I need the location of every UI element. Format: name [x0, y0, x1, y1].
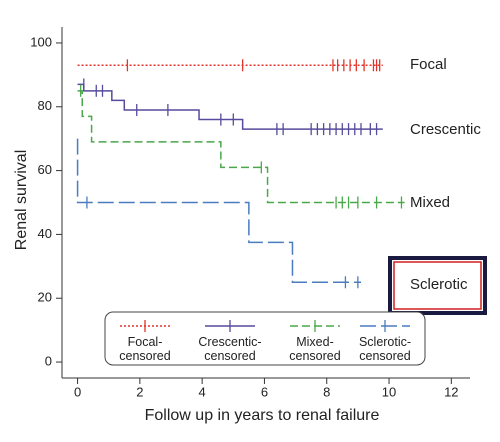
- survival-line: [76, 138, 361, 284]
- y-tick-label: 20: [38, 290, 52, 305]
- y-tick-label: 40: [38, 226, 52, 241]
- survival-line: [77, 90, 405, 204]
- legend-label: Focal-censored: [119, 335, 171, 363]
- legend-label: Mixed-censored: [289, 335, 341, 363]
- x-axis-label: Follow up in years to renal failure: [145, 407, 380, 424]
- y-tick-label: 0: [45, 353, 52, 368]
- survival-line: [77, 83, 383, 130]
- x-tick-label: 12: [444, 384, 458, 399]
- y-tick-label: 100: [30, 34, 52, 49]
- y-axis-label: Renal survival: [13, 150, 30, 250]
- x-tick-label: 2: [136, 384, 143, 399]
- x-tick-label: 0: [74, 384, 81, 399]
- series-label: Crescentic: [410, 121, 481, 138]
- series-label: Sclerotic: [410, 276, 468, 293]
- legend-label: Sclerotic-censored: [358, 335, 412, 363]
- x-tick-label: 10: [382, 384, 396, 399]
- legend-label: Crescentic-censored: [198, 335, 262, 363]
- series-label: Mixed: [410, 194, 450, 211]
- y-tick-label: 80: [38, 98, 52, 113]
- legend-box: [104, 311, 426, 366]
- y-tick-label: 60: [38, 162, 52, 177]
- x-tick-label: 4: [199, 384, 206, 399]
- highlight-box: [388, 256, 487, 315]
- x-tick-label: 6: [261, 384, 268, 399]
- highlight-box-inner: [393, 261, 482, 310]
- x-tick-label: 8: [323, 384, 330, 399]
- series-label: Focal: [410, 56, 447, 73]
